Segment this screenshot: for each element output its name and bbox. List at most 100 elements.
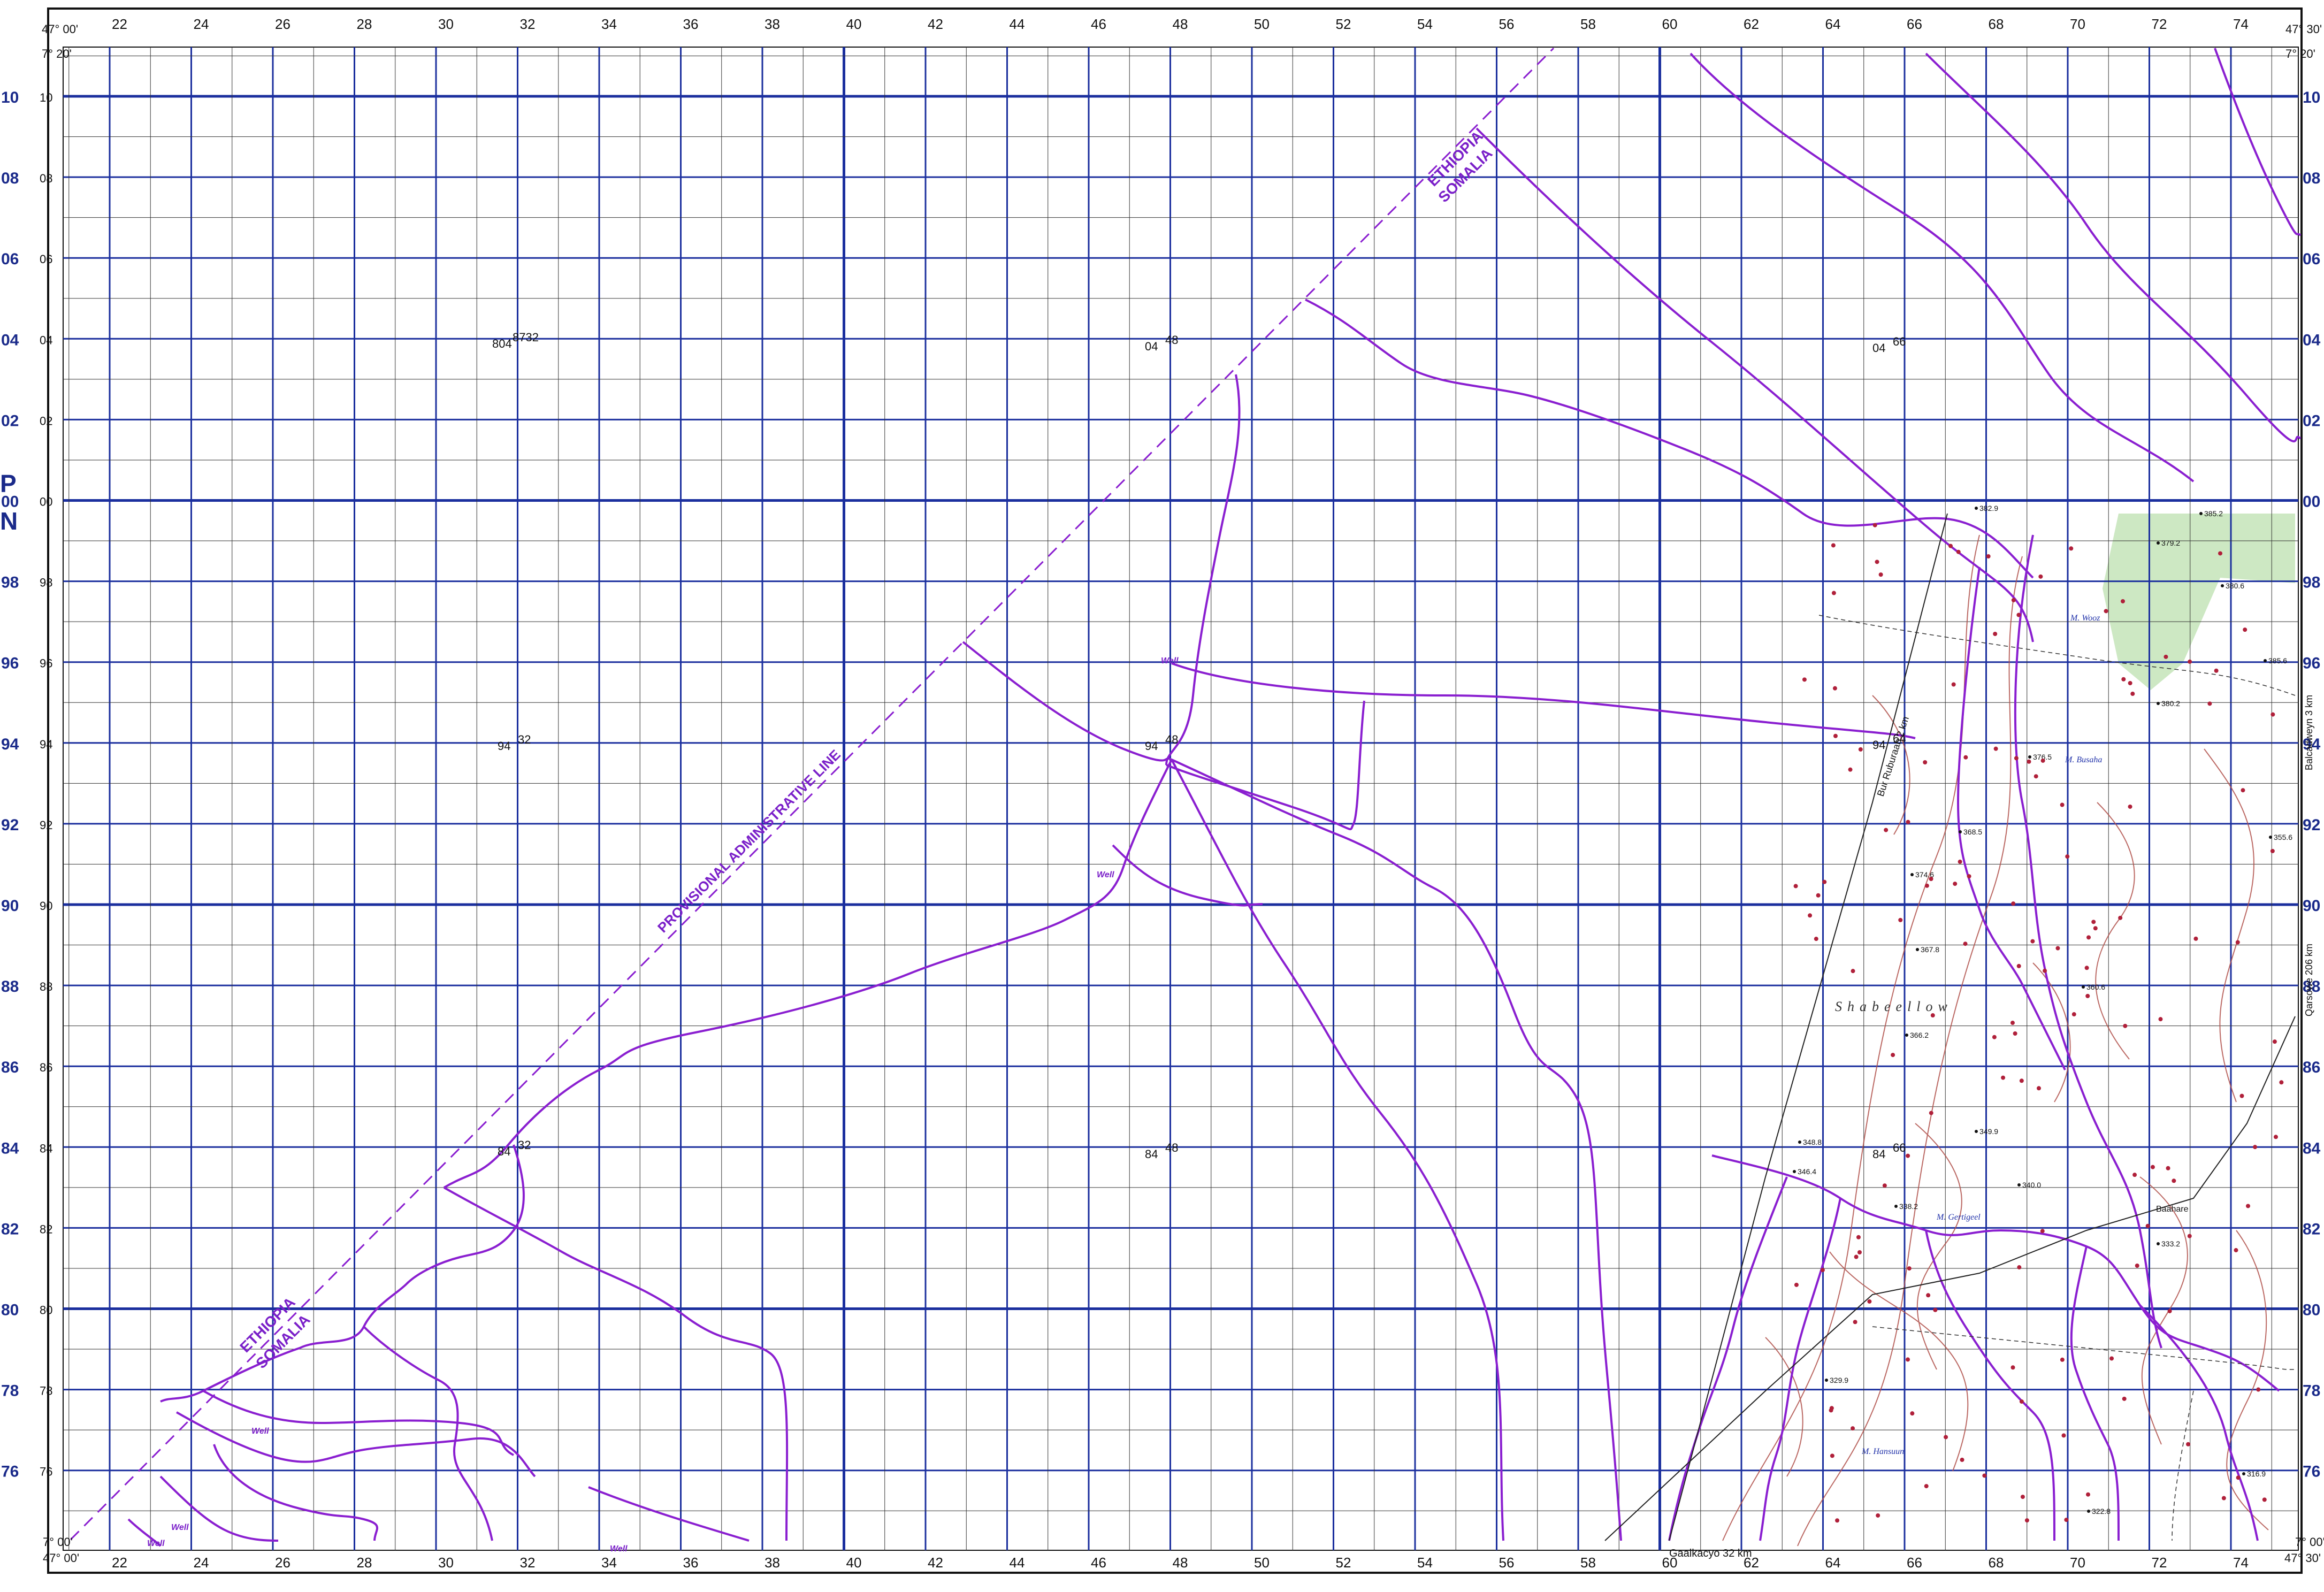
tree-symbol [2014,756,2019,761]
tree-symbol [2236,1475,2241,1480]
easting-label-top: 34 [601,16,617,32]
easting-label-top: 72 [2152,16,2167,32]
grid-edge-labels: 10 10 10 08 08 08 06 06 06 04 04 04 02 02 02 00 00 00 98 98… [1,16,2321,1571]
easting-label-bottom: 32 [520,1555,536,1571]
northing-label-left: 00 [1,493,19,511]
spot-height-dot [1916,948,1919,951]
tree-symbol [1872,523,1877,527]
tree-symbol [2010,1365,2015,1370]
tree-symbol [2120,599,2125,603]
spot-height-dot [2157,541,2160,545]
spot-height-dot [1905,1034,1908,1037]
grid-ref-northing: 32 [518,1138,531,1152]
corner-bottom-right: 47° 30' [2284,1551,2321,1565]
tree-symbol [2109,1356,2114,1361]
northing-label-right: 80 [2303,1302,2320,1319]
northing-label-right: 00 [2303,493,2320,511]
tree-symbol [2043,968,2047,973]
tree-symbol [2016,963,2021,968]
easting-label-top: 64 [1825,16,1841,32]
easting-label-bottom: 48 [1173,1555,1188,1571]
provisional-line-label: PROVISIONAL ADMINISTRATIVE LINE [654,746,844,936]
tree-symbol [2145,1223,2150,1228]
tree-symbol [2093,926,2098,931]
easting-label-bottom: 62 [1744,1555,1759,1571]
tree-symbol [2207,701,2212,706]
tree-symbol [2262,1497,2267,1502]
spot-height-label: 385.2 [2204,509,2223,518]
grid-ref-easting: 94 [1145,739,1158,753]
road-label-right-top: Balcadweyn 3 km [2304,695,2314,770]
tree-symbol [1884,828,1889,832]
tree-symbol [1830,1453,1834,1458]
tree-symbol [1923,760,1928,764]
tree-symbol [1851,969,1855,974]
tree-symbol [1814,937,1818,942]
place-label: M. Hansuun [1861,1447,1904,1456]
tree-symbol [1963,942,1968,946]
well-label: Well [171,1523,189,1532]
easting-label-top: 22 [112,16,127,32]
easting-label-bottom: 58 [1580,1555,1596,1571]
tree-symbol [2060,1357,2065,1362]
tree-symbol [2040,1229,2045,1234]
tree-symbol [1820,1268,1825,1273]
tree-symbol [1832,686,1837,691]
easting-label-bottom: 72 [2152,1555,2167,1571]
corner-bottom-left: 7° 00' [43,1535,73,1549]
grid-ref-northing: 8732 [513,331,539,344]
map-neatline [63,47,2299,1551]
spot-height-dot [2017,1183,2021,1187]
tree-symbol [1853,1320,1857,1325]
spot-height-label: 367.8 [1921,945,1939,954]
northing-grid [63,95,2298,1472]
northing-label-inner: 02 [40,414,52,427]
spot-height-label: 382.9 [1979,504,1998,512]
tree-symbol [2241,788,2245,793]
northing-label-right: 98 [2303,574,2320,592]
tree-symbol [1906,1153,1910,1158]
tree-symbol [1906,820,1910,824]
tree-symbol [1953,882,1958,886]
tree-symbol [2218,551,2223,556]
easting-label-top: 56 [1499,16,1515,32]
tree-symbol [2150,1165,2155,1169]
easting-label-top: 46 [1091,16,1106,32]
easting-label-top: 68 [1989,16,2004,32]
spot-height-label: 368.5 [1963,828,1982,836]
spot-height-label: 338.2 [1899,1202,1918,1211]
tree-symbol [1944,1435,1948,1440]
spot-height-dot [2157,1242,2160,1245]
corner-top-right-lat: 7° 20' [2285,47,2315,60]
grid-ref-northing: 48 [1165,333,1178,347]
tree-symbol [1882,1183,1887,1188]
tree-symbol [1848,767,1853,772]
northing-label-right: 86 [2303,1059,2320,1076]
tree-symbol [2104,609,2108,614]
tree-symbol [1831,591,1836,595]
tree-symbol [1993,746,1998,751]
northing-label-right: 90 [2303,897,2320,915]
spot-height-dot [2087,1510,2090,1513]
spot-height-dot [2082,985,2085,989]
spot-height-label: 379.2 [2161,539,2180,547]
grid-ref-easting: 84 [1872,1147,1885,1161]
tree-symbol [2158,1017,2163,1022]
tree-symbol [2243,627,2247,632]
easting-label-bottom: 64 [1825,1555,1841,1571]
spot-height-dot [2264,659,2267,662]
vegetation-area [2103,514,2295,690]
northing-label-left: 78 [1,1382,19,1400]
spot-height-label: 380.2 [2161,699,2180,708]
spot-height-dot [1910,873,1914,876]
spot-height-label: 360.6 [2086,983,2105,991]
northing-label-left: 10 [1,89,19,106]
tree-symbol [2011,901,2016,906]
tree-symbol [2055,946,2060,951]
easting-label-bottom: 42 [928,1555,943,1571]
tree-symbol [1854,1254,1859,1259]
spot-height-label: 333.2 [2161,1239,2180,1248]
place-label: M. Gertigeel [1936,1213,1981,1222]
tree-symbol [2001,1075,2006,1080]
